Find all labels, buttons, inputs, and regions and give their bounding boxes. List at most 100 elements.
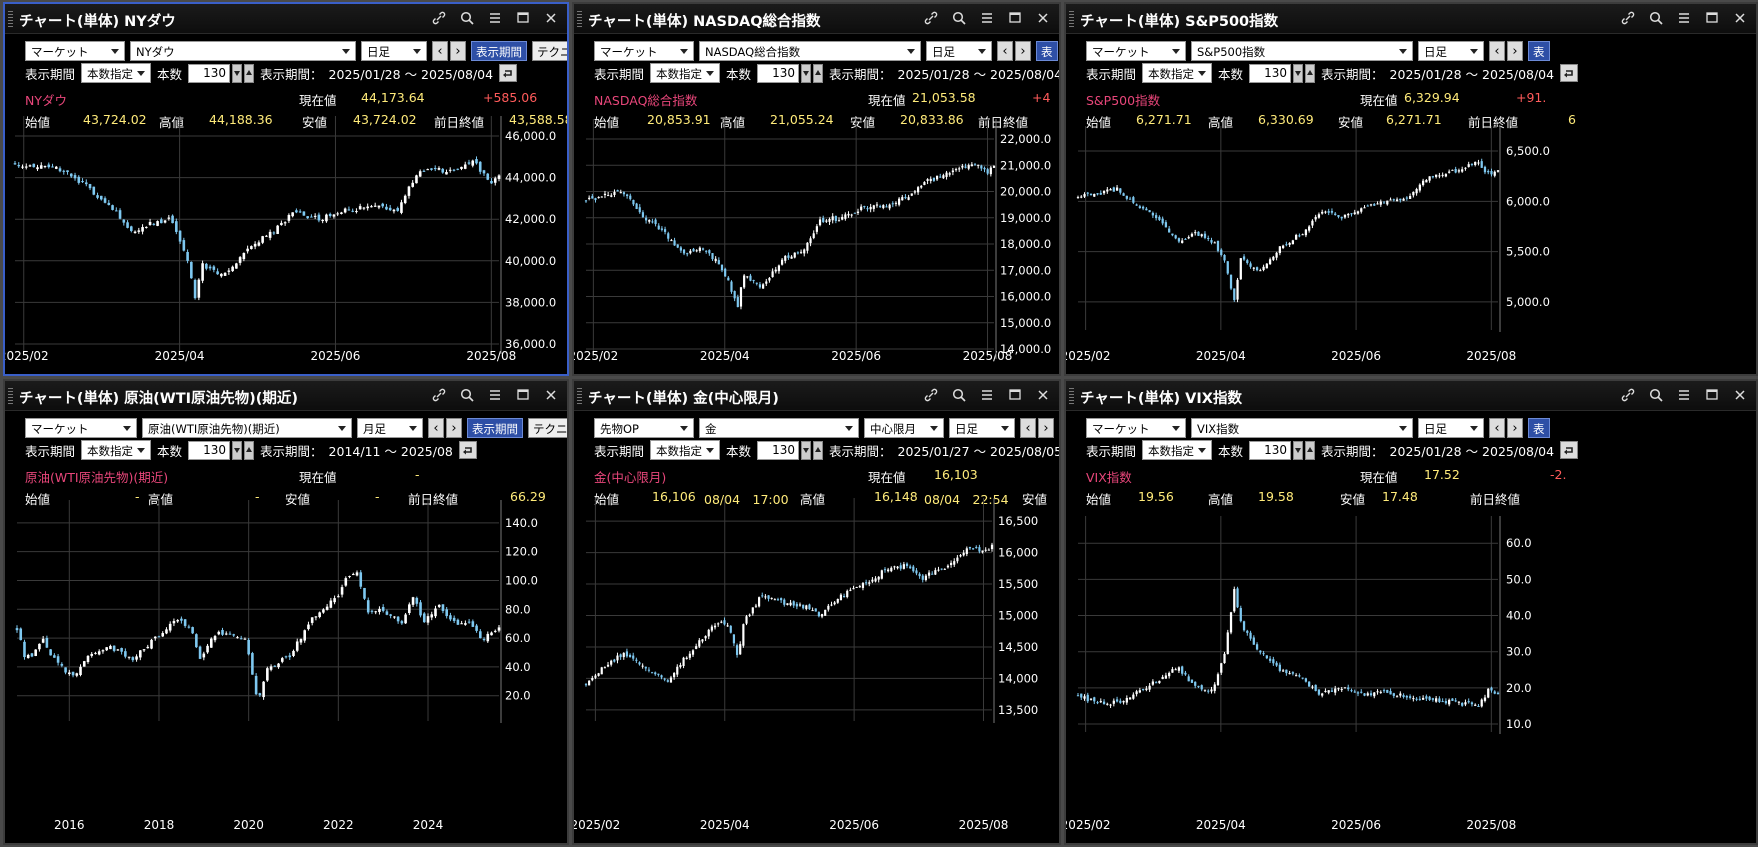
candlestick-chart[interactable]: 16,500 16,000 15,500 15,000 14,500 14,000 13,5… <box>574 381 1061 845</box>
next-period-button[interactable]: › <box>1507 418 1523 438</box>
market-select[interactable]: マーケット <box>1086 418 1186 438</box>
count-input[interactable]: 130 <box>1249 63 1292 83</box>
period-mode-select[interactable]: 本数指定 <box>81 63 152 83</box>
search-icon[interactable] <box>455 384 479 406</box>
prev-period-button[interactable]: ‹ <box>428 418 444 438</box>
candlestick-chart[interactable]: 6,500.0 6,000.0 5,500.0 5,000.0 2025/02 2025/… <box>1066 4 1758 376</box>
maximize-icon[interactable] <box>511 7 535 29</box>
market-select[interactable]: マーケット <box>25 418 137 438</box>
drag-grip-icon[interactable] <box>8 388 13 404</box>
count-increment-button[interactable] <box>1305 63 1316 83</box>
interval-select[interactable]: 日足 <box>1418 418 1484 438</box>
prev-period-button[interactable]: ‹ <box>432 41 448 61</box>
menu-icon[interactable] <box>1672 384 1696 406</box>
count-increment-button[interactable] <box>244 440 255 460</box>
search-icon[interactable] <box>1644 384 1668 406</box>
technical-button[interactable]: テクニ <box>528 418 567 438</box>
display-period-button[interactable]: 表示期間 <box>467 418 523 438</box>
count-decrement-button[interactable] <box>1293 440 1304 460</box>
reset-period-icon[interactable] <box>1560 64 1579 82</box>
menu-icon[interactable] <box>975 7 999 29</box>
market-select[interactable]: マーケット <box>1086 41 1186 61</box>
close-icon[interactable] <box>1728 384 1752 406</box>
technical-button[interactable]: テクニ <box>532 41 567 61</box>
drag-grip-icon[interactable] <box>1069 11 1074 27</box>
period-mode-select[interactable]: 本数指定 <box>650 63 721 83</box>
next-period-button[interactable]: › <box>450 41 466 61</box>
count-stepper[interactable]: 130 <box>757 63 824 83</box>
display-period-button[interactable]: 表 <box>1036 41 1058 61</box>
period-mode-select[interactable]: 本数指定 <box>81 440 152 460</box>
drag-grip-icon[interactable] <box>1069 388 1074 404</box>
link-icon[interactable] <box>919 7 943 29</box>
contract-month-select[interactable]: 中心限月 <box>864 418 944 438</box>
link-icon[interactable] <box>1616 384 1640 406</box>
next-period-button[interactable]: › <box>1507 41 1523 61</box>
instrument-select[interactable]: S&P500指数 <box>1191 41 1413 61</box>
interval-select[interactable]: 日足 <box>361 41 427 61</box>
maximize-icon[interactable] <box>1700 384 1724 406</box>
reset-period-icon[interactable] <box>458 441 477 459</box>
count-input[interactable]: 130 <box>757 440 800 460</box>
link-icon[interactable] <box>427 384 451 406</box>
drag-grip-icon[interactable] <box>577 11 582 27</box>
period-mode-select[interactable]: 本数指定 <box>650 440 721 460</box>
panel-titlebar[interactable]: チャート(単体) NASDAQ総合指数 <box>574 4 1059 34</box>
period-mode-select[interactable]: 本数指定 <box>1142 63 1213 83</box>
reset-period-icon[interactable] <box>499 64 518 82</box>
count-input[interactable]: 130 <box>188 440 231 460</box>
count-decrement-button[interactable] <box>801 63 812 83</box>
panel-titlebar[interactable]: チャート(単体) NYダウ <box>5 4 567 34</box>
panel-titlebar[interactable]: チャート(単体) 金(中心限月) <box>574 381 1059 411</box>
count-increment-button[interactable] <box>1305 440 1316 460</box>
count-decrement-button[interactable] <box>801 440 812 460</box>
close-icon[interactable] <box>539 384 563 406</box>
close-icon[interactable] <box>1031 7 1055 29</box>
menu-icon[interactable] <box>483 384 507 406</box>
prev-period-button[interactable]: ‹ <box>997 41 1013 61</box>
close-icon[interactable] <box>1728 7 1752 29</box>
interval-select[interactable]: 月足 <box>357 418 423 438</box>
panel-titlebar[interactable]: チャート(単体) S&P500指数 <box>1066 4 1756 34</box>
maximize-icon[interactable] <box>511 384 535 406</box>
count-input[interactable]: 130 <box>188 63 231 83</box>
count-decrement-button[interactable] <box>232 63 243 83</box>
market-select[interactable]: マーケット <box>25 41 125 61</box>
menu-icon[interactable] <box>975 384 999 406</box>
maximize-icon[interactable] <box>1003 384 1027 406</box>
count-input[interactable]: 130 <box>757 63 800 83</box>
search-icon[interactable] <box>947 7 971 29</box>
count-stepper[interactable]: 130 <box>757 440 824 460</box>
panel-titlebar[interactable]: チャート(単体) VIX指数 <box>1066 381 1756 411</box>
count-decrement-button[interactable] <box>1293 63 1304 83</box>
link-icon[interactable] <box>427 7 451 29</box>
market-select[interactable]: 先物OP <box>594 418 694 438</box>
candlestick-chart[interactable]: 22,000.0 21,000.0 20,000.0 19,000.0 18,000.0… <box>574 4 1061 376</box>
prev-period-button[interactable]: ‹ <box>1489 41 1505 61</box>
drag-grip-icon[interactable] <box>8 11 13 27</box>
count-increment-button[interactable] <box>813 440 824 460</box>
count-stepper[interactable]: 130 <box>1249 63 1316 83</box>
count-stepper[interactable]: 130 <box>188 440 255 460</box>
close-icon[interactable] <box>539 7 563 29</box>
instrument-select[interactable]: 金 <box>699 418 859 438</box>
menu-icon[interactable] <box>1672 7 1696 29</box>
instrument-select[interactable]: VIX指数 <box>1191 418 1413 438</box>
reset-period-icon[interactable] <box>1560 441 1579 459</box>
count-stepper[interactable]: 130 <box>188 63 255 83</box>
next-period-button[interactable]: › <box>1015 41 1031 61</box>
display-period-button[interactable]: 表示期間 <box>471 41 527 61</box>
maximize-icon[interactable] <box>1003 7 1027 29</box>
interval-select[interactable]: 日足 <box>949 418 1015 438</box>
prev-period-button[interactable]: ‹ <box>1020 418 1036 438</box>
candlestick-chart[interactable]: 140.0 120.0 100.0 80.0 60.0 40.0 20.0 2016 2018 2… <box>5 381 569 845</box>
candlestick-chart[interactable]: 60.0 50.0 40.0 30.0 20.0 10.0 2025/02 2025/04 20… <box>1066 381 1758 845</box>
close-icon[interactable] <box>1031 384 1055 406</box>
candlestick-chart[interactable]: 46,000.0 44,000.0 42,000.0 40,000.0 38,000.0… <box>5 4 569 376</box>
interval-select[interactable]: 日足 <box>926 41 992 61</box>
search-icon[interactable] <box>1644 7 1668 29</box>
count-input[interactable]: 130 <box>1249 440 1292 460</box>
interval-select[interactable]: 日足 <box>1418 41 1484 61</box>
next-period-button[interactable]: › <box>446 418 462 438</box>
search-icon[interactable] <box>455 7 479 29</box>
